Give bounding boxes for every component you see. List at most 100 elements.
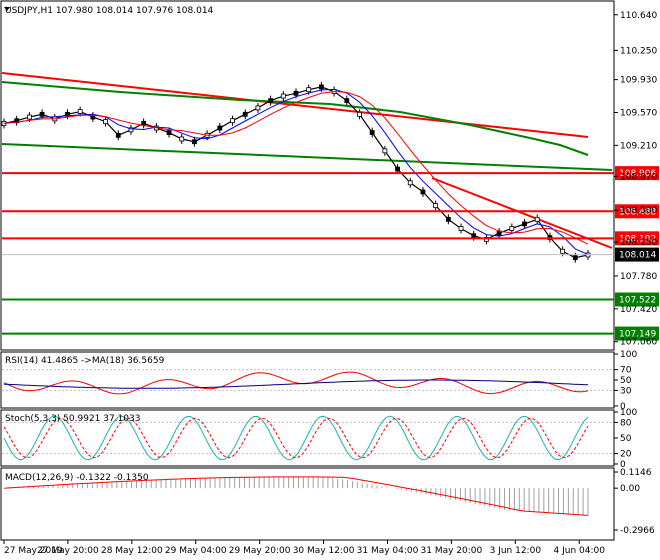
candle-body — [293, 90, 299, 96]
candle-body — [77, 109, 83, 114]
candle-body — [318, 84, 324, 90]
rsi-ma-line — [3, 379, 589, 389]
price-tick-label: 109.930 — [620, 76, 657, 86]
level-label: 108.906 — [619, 169, 656, 179]
candle-body — [268, 98, 274, 104]
candle-body — [433, 203, 439, 209]
candle-body — [395, 166, 400, 172]
level-label-box — [615, 166, 659, 181]
descending-trend-line — [431, 177, 613, 249]
candle-body — [344, 98, 350, 104]
stoch-title: Stoch(5,3,3) 50.9921 37.1033 — [5, 414, 140, 424]
stoch-signal-line — [3, 417, 589, 459]
main-panel-frame — [0, 0, 615, 351]
macd-panel-frame — [0, 467, 615, 541]
rsi-tick-label: 100 — [620, 350, 637, 360]
price-axis: 110.640 110.250 109.930 109.570 109.210 108.8… — [614, 11, 657, 536]
candle-body — [357, 111, 362, 117]
stoch-tick-label: 80 — [620, 418, 632, 428]
stoch-tick-label: 20 — [620, 450, 632, 460]
price-tick-label: 107.060 — [620, 338, 657, 348]
price-tick-label: 109.210 — [620, 141, 657, 151]
candle-body — [103, 119, 108, 125]
fast-ma-line — [3, 88, 589, 256]
candle-body — [369, 130, 375, 135]
candle-body — [115, 132, 121, 138]
price-tick-label: 108.870 — [620, 172, 657, 182]
main-trend-lines — [1, 72, 613, 249]
rsi-title: RSI(14) 41.4865 ->MA(18) 36.5659 — [5, 356, 165, 366]
candle-body — [280, 93, 286, 99]
candle-body — [217, 125, 223, 131]
candle-body — [407, 180, 413, 186]
rsi-tick-label: 70 — [620, 366, 632, 376]
macd-tick-label: -0.2966 — [620, 526, 655, 536]
indicator-lines — [3, 371, 589, 516]
rsi-tick-label: 30 — [620, 386, 632, 396]
candle-body — [14, 118, 20, 124]
slow-ma-line — [3, 90, 589, 245]
time-tick-label: 3 Jun 12:00 — [490, 546, 542, 556]
macd-tick-label: 0.1146 — [620, 468, 652, 478]
time-tick-label: 31 May 20:00 — [421, 546, 483, 556]
stoch-tick-label: 100 — [620, 408, 637, 418]
level-label: 108.488 — [619, 207, 656, 217]
price-tick-label: 110.640 — [620, 11, 657, 21]
main-title: USDJPY,H1 107.980 108.014 107.976 108.01… — [5, 6, 214, 16]
candle-body — [242, 111, 248, 117]
candle-body — [382, 148, 388, 154]
candle-body — [534, 216, 540, 222]
rsi-line — [3, 371, 589, 395]
current-price-label: 108.014 — [619, 251, 656, 261]
price-tick-label: 108.150 — [620, 238, 657, 248]
time-tick-label: 30 May 12:00 — [293, 546, 355, 556]
time-tick-label: 27 May 2019 — [4, 546, 63, 556]
candle-body — [445, 216, 451, 222]
candle-body — [39, 111, 45, 117]
stoch-tick-label: 50 — [620, 434, 632, 444]
candle-body — [471, 233, 477, 239]
candle-body — [560, 248, 566, 254]
level-label-box — [615, 231, 659, 246]
candle-body — [509, 226, 515, 231]
price-tick-label: 107.420 — [620, 305, 657, 315]
candle-body — [26, 114, 32, 120]
candle-body — [128, 127, 134, 133]
macd-signal-line — [3, 476, 589, 516]
candle-body — [179, 136, 185, 142]
time-tick-label: 31 May 04:00 — [357, 546, 419, 556]
price-tick-label: 110.250 — [620, 46, 657, 56]
time-tick-label: 28 May 12:00 — [101, 546, 163, 556]
time-tick-label: 4 Jun 04:00 — [554, 546, 606, 556]
collapse-triangle-icon[interactable] — [4, 7, 10, 11]
level-label: 107.522 — [619, 296, 656, 306]
level-label-box — [615, 326, 659, 341]
level-label-box — [615, 204, 659, 219]
macd-title: MACD(12,26,9) -0.1322 -0.1350 — [5, 473, 149, 483]
level-label: 108.192 — [619, 234, 656, 244]
candle-body — [458, 226, 464, 231]
green-ma-line — [1, 81, 589, 156]
stoch-tick-label: 0 — [620, 460, 626, 470]
price-tick-label: 107.780 — [620, 272, 657, 282]
stoch-main-line — [3, 415, 589, 461]
price-levels: 108.906 108.488 108.192 107.522 107.149 108.0… — [2, 166, 659, 341]
level-label: 107.149 — [619, 330, 656, 340]
time-tick-label: 29 May 04:00 — [165, 546, 227, 556]
price-tick-label: 109.570 — [620, 108, 657, 118]
candle-body — [255, 105, 261, 111]
candle-body — [230, 118, 235, 124]
rsi-tick-label: 0 — [620, 402, 626, 412]
rsi-tick-label: 50 — [620, 376, 632, 386]
current-price-box — [615, 247, 659, 262]
candle-body — [65, 111, 70, 117]
level-label-box — [615, 292, 659, 307]
candle-body — [192, 139, 197, 145]
candle-body — [306, 87, 312, 93]
time-tick-label: 27 May 20:00 — [37, 546, 99, 556]
time-tick-label: 29 May 20:00 — [229, 546, 291, 556]
price-candles — [1, 81, 591, 263]
